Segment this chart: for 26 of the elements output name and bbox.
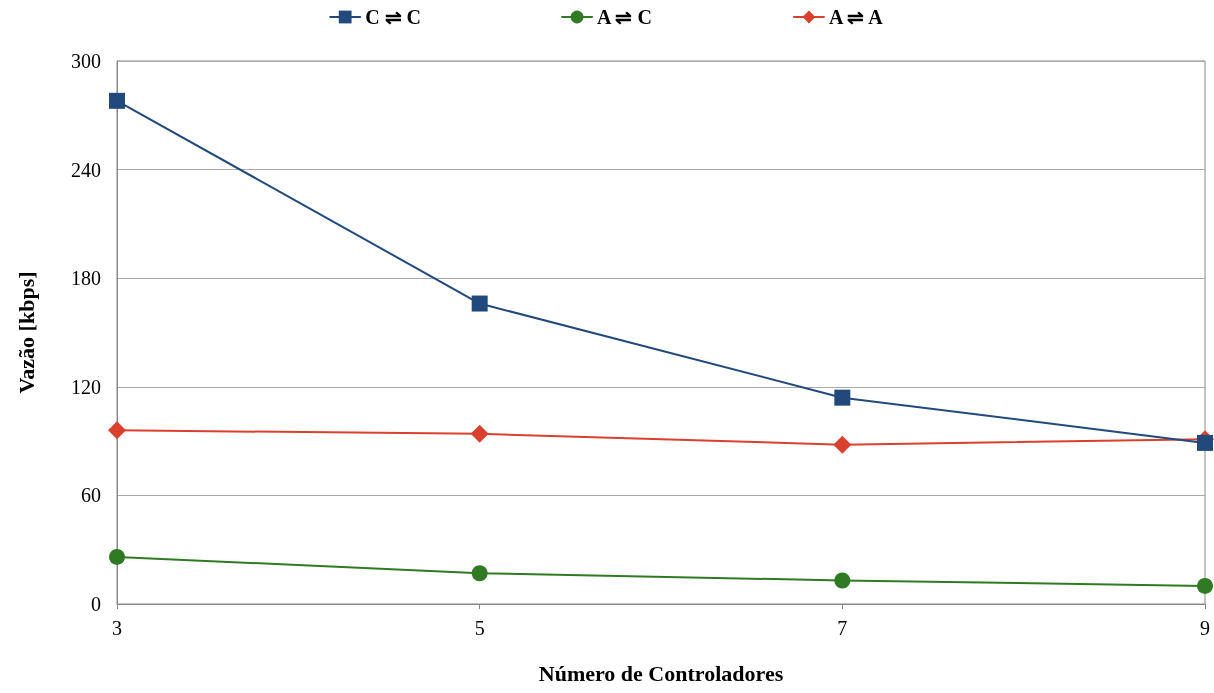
point bbox=[834, 572, 851, 589]
point bbox=[833, 435, 852, 454]
point bbox=[109, 92, 125, 109]
legend-label: C ⇌ C bbox=[365, 6, 422, 28]
y-tick-label: 300 bbox=[71, 50, 101, 72]
y-tick-label: 240 bbox=[71, 158, 101, 181]
point bbox=[109, 548, 125, 565]
point bbox=[108, 421, 126, 440]
y-tick-label: 0 bbox=[91, 593, 101, 615]
y-tick-label: 120 bbox=[71, 375, 101, 398]
point bbox=[1197, 577, 1213, 594]
x-tick-label: 5 bbox=[474, 617, 485, 639]
legend-label: A ⇌ A bbox=[828, 6, 884, 28]
x-tick-label: 7 bbox=[837, 617, 848, 639]
point bbox=[470, 424, 489, 443]
point bbox=[1197, 434, 1213, 451]
x-axis-title: Número de Controladores bbox=[538, 660, 784, 686]
point bbox=[471, 565, 488, 582]
point bbox=[471, 295, 488, 312]
x-tick-label: 9 bbox=[1200, 617, 1210, 639]
y-axis-title: Vazão [kbps] bbox=[13, 271, 39, 394]
y-tick-label: 60 bbox=[81, 484, 101, 507]
point bbox=[834, 389, 851, 406]
y-tick-label: 180 bbox=[71, 267, 101, 290]
x-tick-label: 3 bbox=[112, 617, 122, 639]
legend-label: A ⇌ C bbox=[597, 6, 652, 28]
